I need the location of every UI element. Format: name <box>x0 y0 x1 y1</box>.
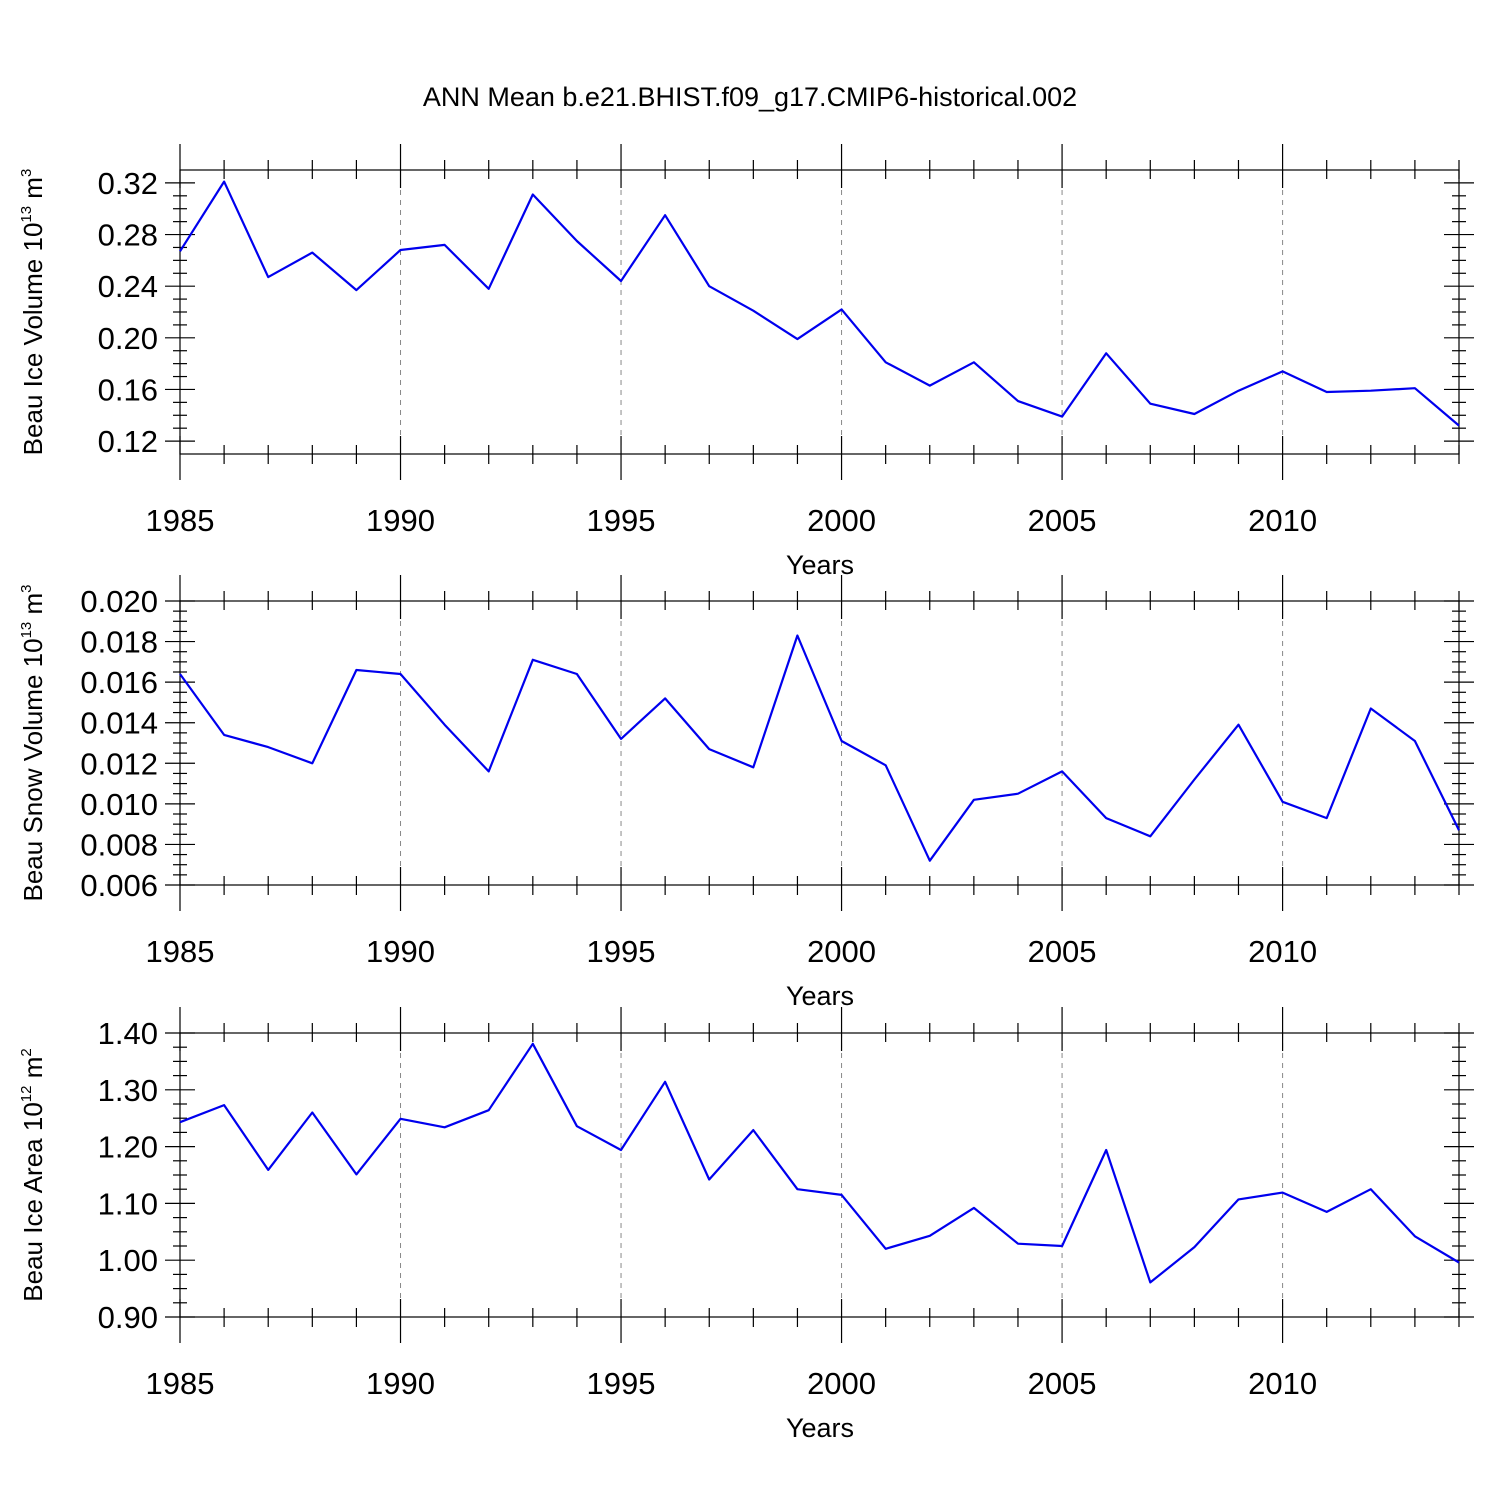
y-axis-label: Beau Snow Volume 1013 m3 <box>18 585 48 902</box>
panel-2: 1985 1990 1995 2000 2005 2010 0.006 0.008 0.010 0… <box>18 575 1474 1011</box>
series-line <box>179 180 1460 427</box>
y-axis-label-exponent: 12 <box>18 1086 35 1103</box>
x-tick-label: 2000 <box>807 934 876 969</box>
x-tick-label: 2000 <box>807 503 876 538</box>
x-tick-label: 1985 <box>146 1366 215 1401</box>
panel-1: 1985 1990 1995 2000 2005 2010 0.12 0.16 0.20 0.24… <box>18 144 1474 580</box>
x-tick-label: 1990 <box>366 503 435 538</box>
y-tick-label: 1.30 <box>98 1073 158 1108</box>
y-tick-label: 0.12 <box>98 424 158 459</box>
y-axis-label-unit-exponent: 2 <box>18 1048 35 1056</box>
y-axis-label-text: Beau Snow Volume 10 <box>18 638 48 901</box>
x-tick-label: 1995 <box>587 1366 656 1401</box>
chart-title: ANN Mean b.e21.BHIST.f09_g17.CMIP6-histo… <box>423 82 1077 112</box>
x-tick-label: 2000 <box>807 1366 876 1401</box>
x-tick-label: 2005 <box>1028 1366 1097 1401</box>
y-tick-label: 1.00 <box>98 1243 158 1278</box>
y-axis-label: Beau Ice Volume 1013 m3 <box>18 169 48 456</box>
y-tick-label: 0.28 <box>98 218 158 253</box>
y-tick-label: 0.016 <box>80 665 158 700</box>
y-tick-label: 1.10 <box>98 1186 158 1221</box>
y-axis-label-unit-exponent: 3 <box>18 169 35 177</box>
x-tick-label: 2010 <box>1248 934 1317 969</box>
y-axis-label-unit-exponent: 3 <box>18 585 35 593</box>
series-line <box>179 634 1460 862</box>
y-tick-label: 0.90 <box>98 1300 158 1335</box>
y-axis-label-exponent: 13 <box>18 622 35 639</box>
plot-frame <box>179 169 1460 455</box>
y-tick-label: 0.010 <box>80 787 158 822</box>
y-axis-label: Beau Ice Area 1012 m2 <box>18 1048 48 1301</box>
x-axis-label: Years <box>786 550 854 580</box>
y-tick-label: 0.008 <box>80 827 158 862</box>
x-tick-label: 2005 <box>1028 503 1097 538</box>
y-tick-label: 0.018 <box>80 625 158 660</box>
x-tick-label: 1995 <box>587 934 656 969</box>
y-tick-label: 0.014 <box>80 706 158 741</box>
series-line <box>179 1042 1460 1284</box>
plot-frame <box>179 600 1460 886</box>
y-tick-label: 0.20 <box>98 321 158 356</box>
y-tick-label: 1.40 <box>98 1016 158 1051</box>
y-tick-label: 0.32 <box>98 166 158 201</box>
x-tick-label: 2005 <box>1028 934 1097 969</box>
x-tick-label: 2010 <box>1248 1366 1317 1401</box>
x-axis-label: Years <box>786 981 854 1011</box>
plot-frame <box>179 1032 1460 1318</box>
y-tick-label: 0.16 <box>98 372 158 407</box>
y-axis-label-unit: m <box>18 177 48 206</box>
panel-3: 1985 1990 1995 2000 2005 2010 0.90 1.00 1.10 1.20… <box>18 1007 1474 1443</box>
y-axis-label-text: Beau Ice Volume 10 <box>18 223 48 456</box>
x-tick-label: 1995 <box>587 503 656 538</box>
y-axis-label-unit: m <box>18 593 48 622</box>
y-tick-label: 0.006 <box>80 868 158 903</box>
y-tick-label: 0.012 <box>80 746 158 781</box>
x-tick-label: 1990 <box>366 1366 435 1401</box>
x-tick-label: 1985 <box>146 503 215 538</box>
y-tick-label: 0.020 <box>80 584 158 619</box>
x-tick-label: 1985 <box>146 934 215 969</box>
y-axis-label-unit: m <box>18 1057 48 1086</box>
y-axis-label-exponent: 13 <box>18 206 35 223</box>
x-tick-label: 1990 <box>366 934 435 969</box>
x-tick-label: 2010 <box>1248 503 1317 538</box>
y-axis-label-text: Beau Ice Area 10 <box>18 1102 48 1301</box>
y-tick-label: 0.24 <box>98 269 158 304</box>
x-axis-label: Years <box>786 1413 854 1443</box>
y-tick-label: 1.20 <box>98 1130 158 1165</box>
panels: 1985 1990 1995 2000 2005 2010 0.12 0.16 0.20 0.24… <box>18 144 1474 1443</box>
